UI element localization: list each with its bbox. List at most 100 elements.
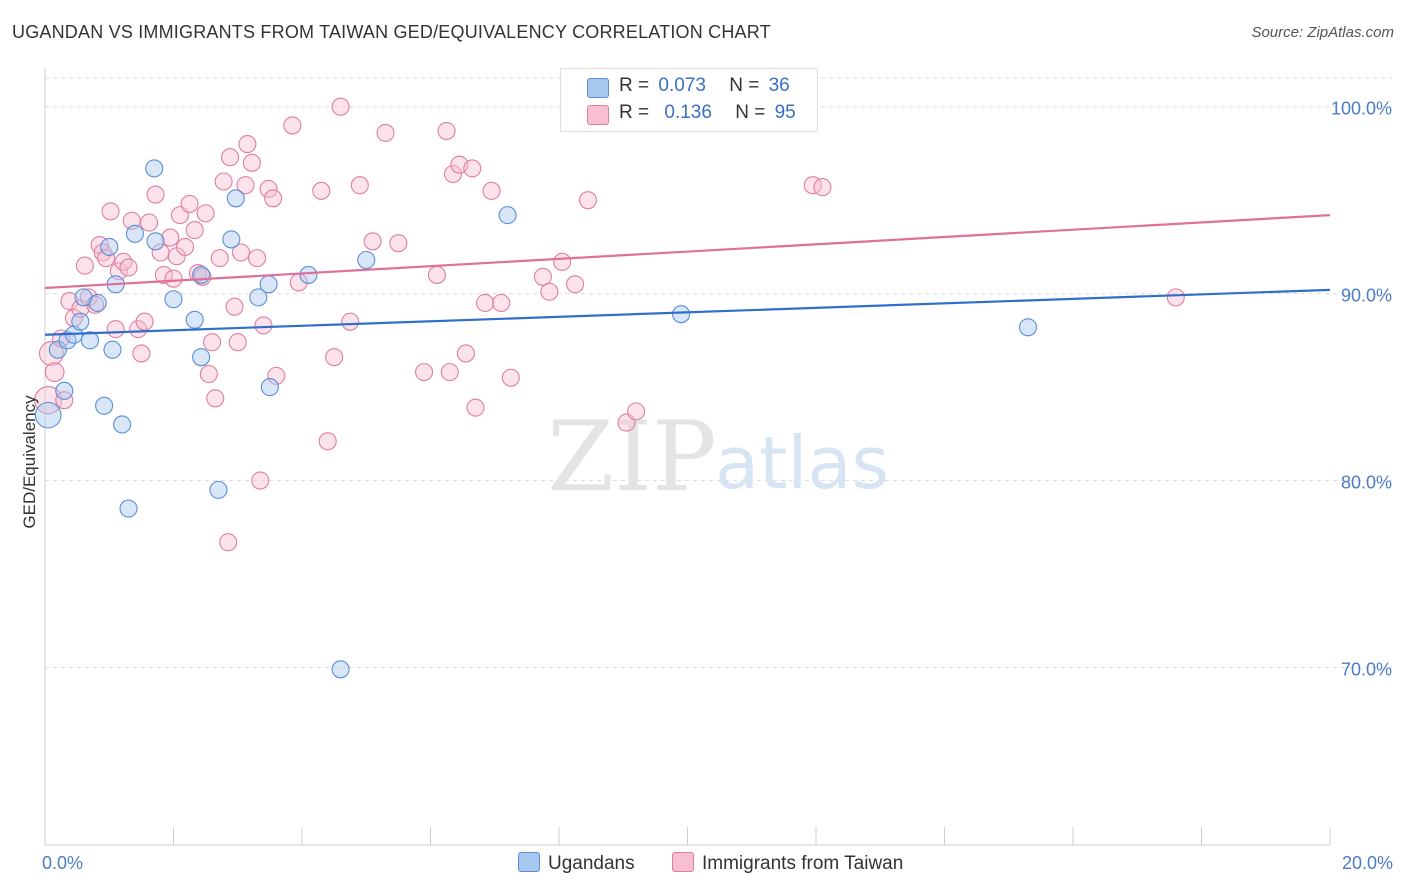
bottom-legend-taiwan: Immigrants from Taiwan: [672, 852, 903, 875]
taiwan-legend-icon: [672, 852, 694, 872]
taiwan-point: [176, 237, 195, 256]
ugandans-point: [672, 305, 691, 324]
taiwan-swatch-icon: [587, 105, 609, 125]
taiwan-point: [185, 221, 204, 240]
ugandans-point: [113, 415, 132, 434]
taiwan-point: [318, 432, 337, 451]
ugandans-point: [331, 660, 350, 679]
source-label: Source: ZipAtlas.com: [1251, 24, 1394, 41]
taiwan-point: [540, 282, 559, 301]
ugandans-legend-label: Ugandans: [548, 853, 635, 874]
taiwan-point: [228, 333, 247, 352]
ugandans-point: [125, 224, 144, 243]
taiwan-point: [533, 267, 552, 286]
taiwan-point: [1166, 288, 1185, 307]
watermark: ZIP atlas: [547, 401, 889, 513]
taiwan-point: [325, 348, 344, 367]
ugandans-point: [119, 499, 138, 518]
watermark-atlas: atlas: [715, 421, 889, 505]
bottom-legend-ugandans: Ugandans: [518, 852, 635, 875]
taiwan-point: [114, 252, 133, 271]
chart-title: UGANDAN VS IMMIGRANTS FROM TAIWAN GED/EQ…: [12, 22, 771, 42]
ugandans-point: [145, 159, 164, 178]
ugandans-point: [100, 237, 119, 256]
taiwan-point: [238, 135, 257, 154]
ugandans-point: [34, 401, 62, 429]
taiwan-point: [75, 256, 94, 275]
taiwan-point: [251, 471, 270, 490]
ugandans-point: [1018, 318, 1038, 337]
taiwan-point: [135, 312, 154, 331]
taiwan-point: [440, 363, 459, 382]
taiwan-point: [312, 181, 331, 200]
ugandans-point: [55, 381, 74, 400]
taiwan-point: [60, 292, 79, 311]
taiwan-point: [106, 320, 125, 339]
taiwan-point: [389, 234, 408, 253]
taiwan-point: [210, 249, 229, 268]
taiwan-point: [267, 366, 286, 385]
ugandans-trend-line: [44, 288, 1331, 336]
y-tick-label: 90.0%: [1341, 286, 1392, 306]
taiwan-legend-label: Immigrants from Taiwan: [702, 853, 904, 874]
taiwan-point: [437, 121, 456, 141]
correlation-legend: R = 0.073 N = 36 R = 0.136 N = 95: [560, 68, 818, 132]
y-axis-label: GED/Equivalency: [20, 395, 39, 529]
taiwan-point: [627, 402, 646, 421]
taiwan-point: [553, 252, 572, 271]
y-tick-label: 80.0%: [1341, 473, 1392, 493]
ugandans-point: [222, 230, 241, 249]
taiwan-point: [146, 185, 165, 204]
taiwan-point: [482, 181, 501, 200]
taiwan-point: [199, 364, 218, 384]
ugandans-point: [209, 480, 228, 499]
taiwan-point: [463, 159, 482, 178]
taiwan-point: [132, 344, 151, 363]
x-tick-label: 0.0%: [42, 853, 83, 873]
ugandans-point: [249, 288, 268, 307]
r-label: R =: [619, 75, 650, 96]
taiwan-point: [466, 398, 485, 417]
taiwan-point: [203, 333, 222, 352]
y-tick-label: 100.0%: [1331, 99, 1392, 119]
taiwan-point: [578, 191, 597, 210]
ugandans-point: [498, 206, 517, 225]
taiwan-n-value: 95: [774, 102, 796, 123]
taiwan-point: [236, 176, 255, 195]
taiwan-point: [443, 164, 463, 184]
taiwan-point: [206, 389, 225, 408]
ugandans-point: [357, 250, 376, 270]
taiwan-point: [34, 386, 63, 415]
taiwan-r-value: 0.136: [664, 102, 712, 123]
n-label: N =: [735, 102, 766, 123]
ugandans-point: [299, 265, 318, 284]
taiwan-point: [242, 153, 261, 172]
watermark-zip: ZIP: [547, 401, 716, 513]
taiwan-point: [231, 243, 251, 262]
taiwan-point: [79, 288, 98, 307]
taiwan-point: [164, 269, 183, 288]
ugandans-point: [226, 189, 245, 208]
taiwan-point: [331, 97, 350, 116]
taiwan-point: [415, 363, 434, 382]
taiwan-point: [264, 189, 283, 208]
ugandans-point: [185, 310, 204, 329]
axes: [44, 68, 1331, 846]
taiwan-point: [96, 249, 116, 268]
taiwan-point: [129, 320, 148, 339]
y-tick-label: 70.0%: [1341, 659, 1392, 679]
taiwan-point: [813, 178, 832, 197]
ugandans-point: [260, 378, 279, 397]
taiwan-point: [219, 533, 238, 552]
r-label: R =: [619, 102, 650, 123]
taiwan-point: [140, 213, 159, 232]
data-points: [34, 97, 1185, 679]
ugandans-point: [74, 288, 93, 307]
ugandans-point: [259, 275, 278, 294]
ugandans-legend-icon: [518, 852, 540, 872]
taiwan-point: [161, 228, 180, 247]
ugandans-swatch-icon: [587, 78, 609, 98]
taiwan-point: [119, 258, 138, 277]
trend-lines: [44, 214, 1331, 336]
taiwan-point: [341, 312, 360, 331]
